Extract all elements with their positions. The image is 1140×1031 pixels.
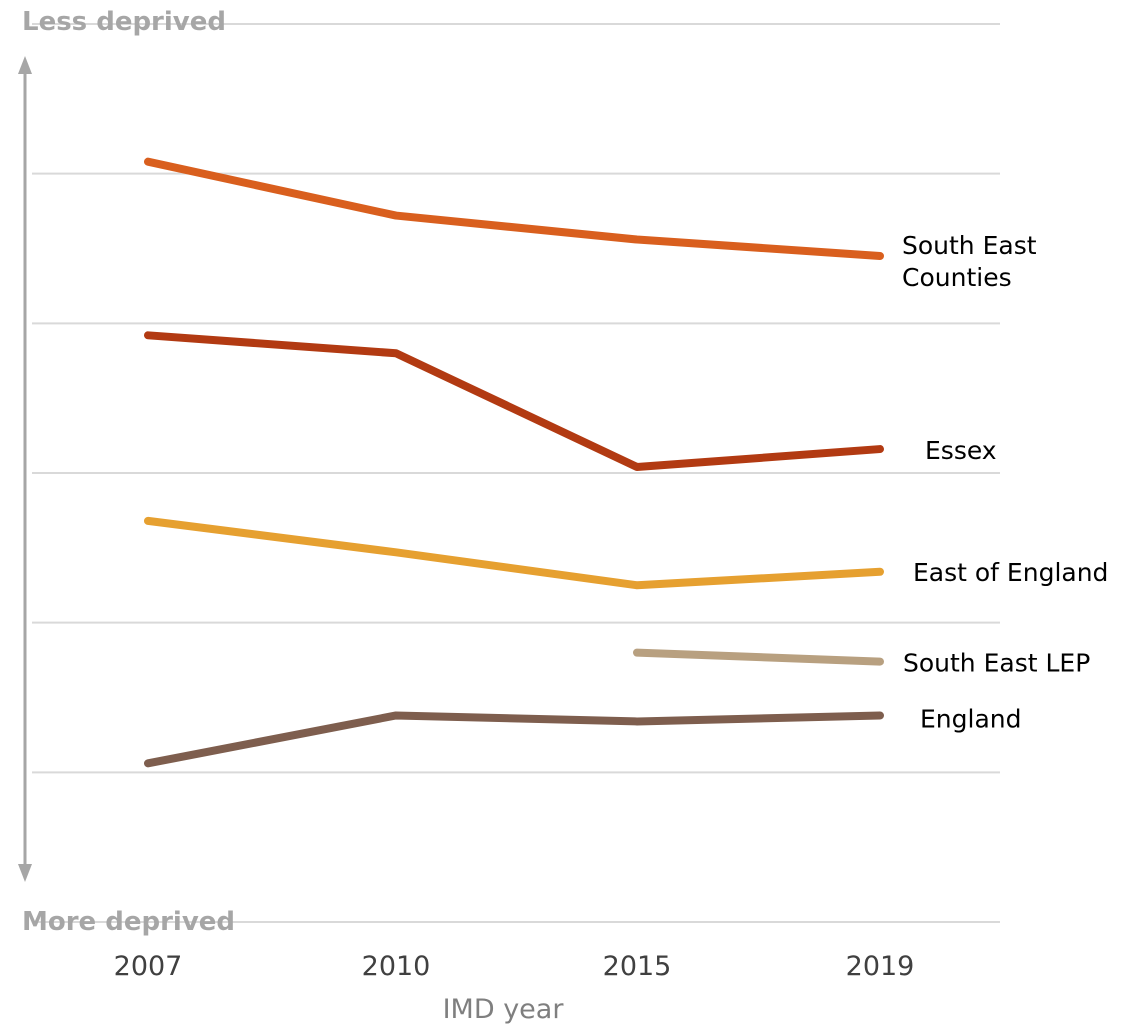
up-arrow-icon <box>18 56 32 74</box>
series-label-essex: Essex <box>925 436 997 465</box>
series-label-east-of-england: East of England <box>913 558 1108 587</box>
series-line-east-of-england <box>144 516 884 590</box>
x-tick-label: 2007 <box>114 951 183 982</box>
series-label-south-east-lep: South East LEP <box>903 649 1090 678</box>
series-lines <box>144 157 884 768</box>
series-line-south-east-counties <box>144 157 884 260</box>
x-tick-label: 2010 <box>362 951 431 982</box>
series-line-england <box>144 711 884 768</box>
top-label: Less deprived <box>22 7 226 37</box>
x-tick-label: 2015 <box>603 951 672 982</box>
series-line-essex <box>144 331 884 472</box>
y-axis-arrow <box>18 56 32 882</box>
x-tick-label: 2019 <box>846 951 915 982</box>
series-label-england: England <box>920 704 1022 733</box>
series-labels: South East Counties Essex East of England So… <box>902 231 1108 733</box>
series-line-south-east-lep <box>633 648 884 666</box>
bottom-label: More deprived <box>22 907 235 937</box>
series-label-south-east-counties: South East Counties <box>902 231 1037 292</box>
down-arrow-icon <box>18 864 32 882</box>
x-axis-ticks: 2007 2010 2015 2019 <box>114 951 915 982</box>
gridlines <box>32 23 1000 923</box>
x-axis-title: IMD year <box>443 994 565 1025</box>
